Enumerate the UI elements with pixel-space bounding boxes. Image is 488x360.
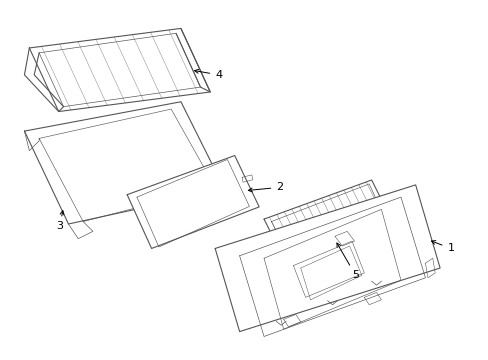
Text: 4: 4 (194, 69, 222, 80)
Text: 1: 1 (430, 240, 453, 253)
Polygon shape (29, 28, 210, 112)
Text: 2: 2 (248, 182, 283, 192)
Polygon shape (215, 185, 439, 332)
Polygon shape (264, 180, 390, 258)
Text: 3: 3 (56, 211, 64, 231)
Polygon shape (24, 102, 224, 224)
Polygon shape (127, 156, 259, 248)
Text: 5: 5 (336, 243, 358, 280)
